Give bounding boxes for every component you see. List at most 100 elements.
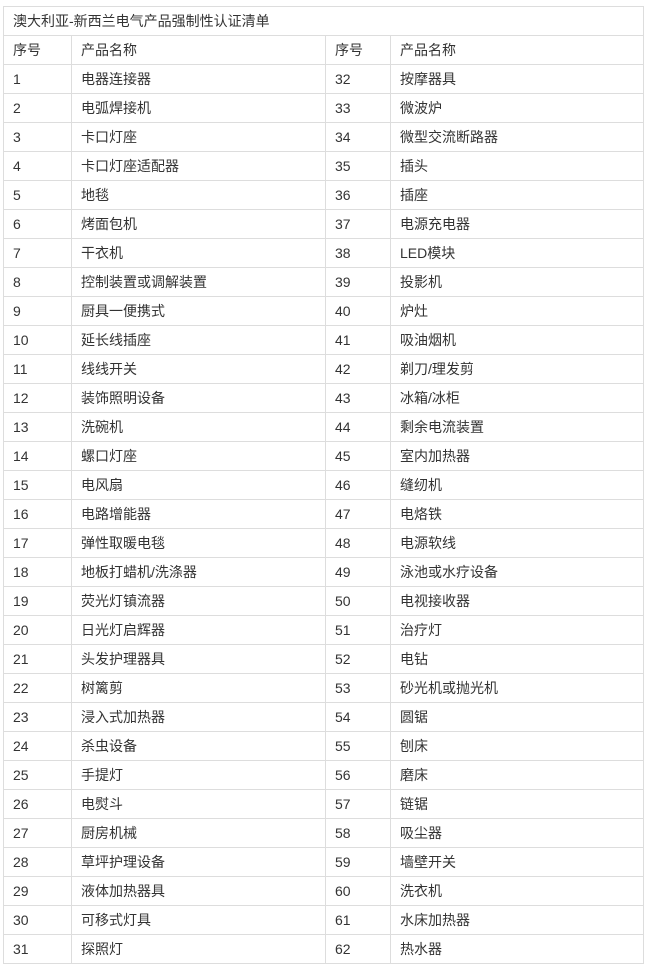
serial-cell: 58	[325, 818, 391, 848]
serial-cell: 26	[3, 789, 72, 819]
product-name-cell: 头发护理器具	[71, 644, 326, 674]
serial-cell: 40	[325, 296, 391, 326]
product-name-cell: 圆锯	[389, 702, 645, 732]
serial-cell: 3	[3, 122, 72, 152]
product-name-cell: 电器连接器	[71, 64, 326, 94]
product-name-cell: 泳池或水疗设备	[389, 557, 645, 587]
product-name-cell: 电烙铁	[389, 499, 645, 529]
product-name-cell: 控制装置或调解装置	[71, 267, 326, 297]
product-name-cell: 插头	[389, 151, 645, 181]
product-name-cell: 液体加热器具	[71, 876, 326, 906]
product-name-cell: 荧光灯镇流器	[71, 586, 326, 616]
product-name-cell: 电源软线	[389, 528, 645, 558]
product-name-cell: 电源充电器	[389, 209, 645, 239]
product-name-cell: 电视接收器	[389, 586, 645, 616]
serial-cell: 43	[325, 383, 391, 413]
serial-cell: 46	[325, 470, 391, 500]
product-name-cell: 墙壁开关	[389, 847, 645, 877]
serial-cell: 56	[325, 760, 391, 790]
product-name-cell: 厨房机械	[71, 818, 326, 848]
serial-cell: 42	[325, 354, 391, 384]
table-row: 26 电熨斗 57 链锯	[3, 789, 645, 819]
product-name-cell: 电路增能器	[71, 499, 326, 529]
table-row: 4 卡口灯座适配器 35 插头	[3, 151, 645, 181]
serial-cell: 33	[325, 93, 391, 123]
table-title: 澳大利亚-新西兰电气产品强制性认证清单	[2, 6, 645, 36]
table-row: 14 螺口灯座 45 室内加热器	[3, 441, 645, 471]
table-row: 10 延长线插座 41 吸油烟机	[3, 325, 645, 355]
serial-cell: 17	[3, 528, 72, 558]
serial-cell: 30	[3, 905, 72, 935]
table-row: 20 日光灯启辉器 51 治疗灯	[3, 615, 645, 645]
product-name-cell: 地板打蜡机/洗涤器	[71, 557, 326, 587]
product-name-cell: 缝纫机	[389, 470, 645, 500]
serial-cell: 55	[325, 731, 391, 761]
product-name-cell: 剃刀/理发剪	[389, 354, 645, 384]
table-row: 27 厨房机械 58 吸尘器	[3, 818, 645, 848]
product-name-cell: 吸油烟机	[389, 325, 645, 355]
serial-cell: 4	[3, 151, 72, 181]
table-row: 1 电器连接器 32 按摩器具	[3, 64, 645, 94]
table-row: 8 控制装置或调解装置 39 投影机	[3, 267, 645, 297]
serial-cell: 15	[3, 470, 72, 500]
product-name-cell: 卡口灯座适配器	[71, 151, 326, 181]
serial-cell: 7	[3, 238, 72, 268]
product-name-cell: 插座	[389, 180, 645, 210]
product-name-cell: 电弧焊接机	[71, 93, 326, 123]
serial-cell: 47	[325, 499, 391, 529]
product-name-cell: 线线开关	[71, 354, 326, 384]
serial-cell: 21	[3, 644, 72, 674]
serial-cell: 12	[3, 383, 72, 413]
product-name-cell: 投影机	[389, 267, 645, 297]
product-name-cell: 刨床	[389, 731, 645, 761]
serial-cell: 22	[3, 673, 72, 703]
serial-cell: 41	[325, 325, 391, 355]
serial-cell: 8	[3, 267, 72, 297]
product-name-cell: 日光灯启辉器	[71, 615, 326, 645]
serial-cell: 29	[3, 876, 72, 906]
serial-cell: 45	[325, 441, 391, 471]
serial-cell: 54	[325, 702, 391, 732]
table-row: 12 装饰照明设备 43 冰箱/冰柜	[3, 383, 645, 413]
product-name-cell: 杀虫设备	[71, 731, 326, 761]
product-name-cell: 室内加热器	[389, 441, 645, 471]
serial-cell: 25	[3, 760, 72, 790]
product-name-cell: 砂光机或抛光机	[389, 673, 645, 703]
table-row: 24 杀虫设备 55 刨床	[3, 731, 645, 761]
serial-cell: 36	[325, 180, 391, 210]
table-row: 2 电弧焊接机 33 微波炉	[3, 93, 645, 123]
serial-cell: 60	[325, 876, 391, 906]
product-name-cell: 磨床	[389, 760, 645, 790]
serial-cell: 5	[3, 180, 72, 210]
header-serial-left: 序号	[3, 35, 72, 65]
product-name-cell: 洗衣机	[389, 876, 645, 906]
table-row: 16 电路增能器 47 电烙铁	[3, 499, 645, 529]
product-name-cell: 冰箱/冰柜	[389, 383, 645, 413]
header-product-right: 产品名称	[389, 35, 645, 65]
product-name-cell: 延长线插座	[71, 325, 326, 355]
serial-cell: 10	[3, 325, 72, 355]
table-row: 23 浸入式加热器 54 圆锯	[3, 702, 645, 732]
product-name-cell: 微型交流断路器	[389, 122, 645, 152]
table-row: 30 可移式灯具 61 水床加热器	[3, 905, 645, 935]
serial-cell: 13	[3, 412, 72, 442]
product-name-cell: 洗碗机	[71, 412, 326, 442]
header-serial-right: 序号	[325, 35, 391, 65]
serial-cell: 52	[325, 644, 391, 674]
product-name-cell: 螺口灯座	[71, 441, 326, 471]
product-name-cell: 链锯	[389, 789, 645, 819]
serial-cell: 34	[325, 122, 391, 152]
serial-cell: 62	[325, 934, 391, 964]
certification-table: 澳大利亚-新西兰电气产品强制性认证清单 序号 产品名称 序号 产品名称 1 电器连…	[2, 6, 645, 964]
serial-cell: 20	[3, 615, 72, 645]
serial-cell: 51	[325, 615, 391, 645]
table-row: 15 电风扇 46 缝纫机	[3, 470, 645, 500]
serial-cell: 44	[325, 412, 391, 442]
product-name-cell: 电熨斗	[71, 789, 326, 819]
serial-cell: 18	[3, 557, 72, 587]
product-name-cell: 微波炉	[389, 93, 645, 123]
product-name-cell: 装饰照明设备	[71, 383, 326, 413]
product-name-cell: 草坪护理设备	[71, 847, 326, 877]
serial-cell: 16	[3, 499, 72, 529]
serial-cell: 48	[325, 528, 391, 558]
